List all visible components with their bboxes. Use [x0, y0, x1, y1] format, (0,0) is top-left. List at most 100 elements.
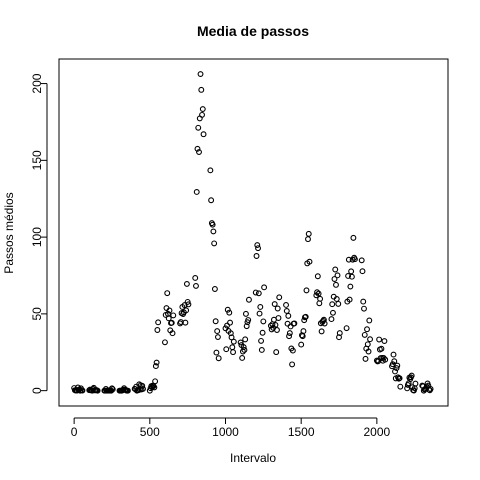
data-point	[351, 256, 358, 263]
data-point	[332, 266, 339, 273]
data-point	[381, 338, 388, 345]
chart-title: Media de passos	[197, 23, 309, 39]
data-point	[215, 355, 222, 362]
data-point	[328, 316, 335, 323]
data-point	[348, 273, 355, 280]
data-point	[378, 345, 385, 352]
data-point	[376, 336, 383, 343]
data-point	[228, 334, 235, 341]
data-point	[194, 145, 201, 152]
data-point	[404, 385, 411, 392]
y-axis-label: Passos médios	[2, 192, 16, 273]
data-point	[223, 346, 230, 353]
data-point	[259, 329, 266, 336]
data-point	[140, 386, 146, 392]
data-point	[242, 310, 249, 317]
data-point	[331, 276, 338, 282]
data-point	[364, 326, 370, 333]
data-point	[154, 327, 161, 333]
data-point	[227, 330, 234, 337]
data-point	[367, 336, 373, 343]
data-point	[183, 280, 190, 287]
data-point	[109, 386, 116, 393]
data-point	[213, 349, 220, 356]
data-point	[152, 363, 159, 370]
data-point	[258, 337, 265, 344]
data-point	[240, 344, 247, 350]
data-point	[302, 313, 309, 320]
data-point	[286, 330, 293, 337]
data-point	[199, 106, 206, 113]
data-point	[139, 382, 146, 389]
data-point	[364, 341, 371, 348]
data-point	[246, 296, 252, 303]
data-point	[258, 347, 265, 353]
data-point	[170, 312, 177, 319]
plot-area-border	[58, 58, 449, 407]
data-point	[209, 221, 216, 228]
x-tick-label: 1000	[212, 425, 239, 439]
data-point	[210, 228, 217, 235]
data-point	[345, 256, 352, 263]
data-point	[283, 308, 290, 314]
data-point	[193, 189, 200, 195]
data-point	[412, 380, 419, 387]
data-point	[321, 320, 328, 327]
data-point	[393, 365, 400, 372]
data-point	[392, 368, 398, 375]
data-point	[336, 330, 343, 337]
data-point	[182, 319, 189, 326]
data-point	[284, 320, 291, 327]
data-point	[382, 356, 389, 363]
data-point	[347, 283, 354, 290]
data-point	[208, 197, 215, 204]
data-point	[286, 333, 293, 340]
data-point	[168, 319, 175, 326]
data-point	[257, 304, 264, 310]
x-tick-label: 2000	[364, 425, 391, 439]
data-point	[255, 290, 262, 297]
data-point	[343, 325, 350, 332]
data-point	[255, 245, 261, 252]
data-point	[275, 315, 282, 321]
data-point	[289, 347, 296, 354]
data-point	[303, 287, 310, 294]
data-point	[207, 167, 214, 174]
data-point	[330, 309, 336, 316]
data-point	[94, 387, 101, 394]
data-point	[227, 319, 233, 326]
data-point	[362, 355, 369, 362]
data-point	[155, 319, 162, 326]
data-point	[359, 268, 366, 275]
data-point	[274, 305, 281, 312]
data-point	[427, 386, 434, 392]
data-point	[317, 295, 324, 302]
data-point	[109, 385, 115, 392]
data-point	[79, 387, 86, 394]
data-point	[245, 317, 252, 323]
y-tick-label: 50	[30, 307, 44, 321]
data-point	[334, 272, 341, 279]
y-tick-label: 100	[30, 227, 44, 247]
data-point	[366, 317, 373, 324]
data-point	[289, 361, 296, 368]
data-point	[185, 301, 192, 308]
data-point	[315, 290, 322, 297]
data-point	[239, 354, 246, 361]
data-point	[198, 86, 205, 93]
x-tick-label: 1500	[288, 425, 315, 439]
data-point	[329, 301, 336, 308]
data-point	[230, 338, 237, 345]
data-point	[183, 307, 190, 314]
data-point	[361, 331, 368, 338]
data-point	[169, 330, 176, 337]
x-axis: 0 500 1000 1500 2000	[71, 417, 391, 439]
x-tick-label: 500	[140, 425, 160, 439]
data-point	[358, 257, 365, 264]
data-point	[226, 309, 233, 316]
data-point	[391, 358, 398, 365]
data-point	[300, 328, 307, 335]
data-point	[166, 307, 173, 314]
data-point	[241, 347, 248, 353]
